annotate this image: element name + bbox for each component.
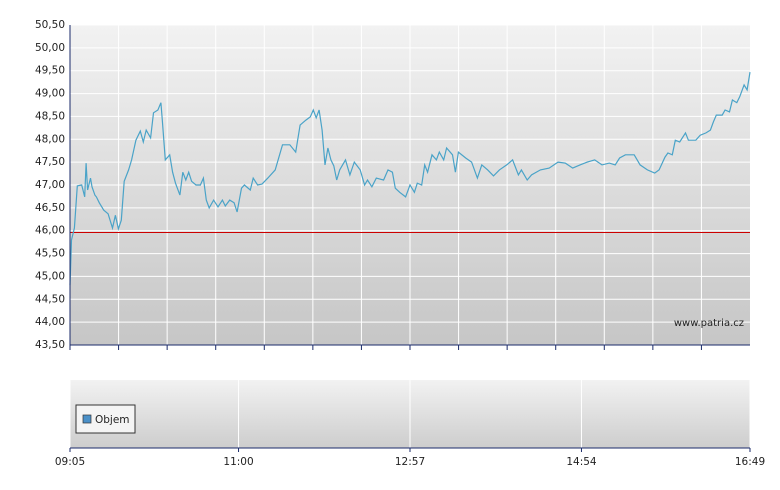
x-tick-label: 11:00	[223, 456, 253, 468]
y-tick-label: 49,50	[35, 65, 65, 77]
watermark: www.patria.cz	[674, 318, 744, 329]
y-tick-label: 46,00	[35, 225, 65, 237]
y-tick-label: 47,50	[35, 156, 65, 168]
y-tick-label: 43,50	[35, 339, 65, 351]
y-tick-label: 50,50	[35, 19, 65, 31]
y-tick-label: 49,00	[35, 88, 65, 100]
y-tick-label: 47,00	[35, 179, 65, 191]
legend-swatch	[82, 414, 92, 424]
y-tick-label: 48,00	[35, 133, 65, 145]
y-tick-label: 48,50	[35, 110, 65, 122]
y-tick-label: 46,50	[35, 202, 65, 214]
x-tick-label: 14:54	[566, 456, 597, 468]
x-tick-label: 16:49	[735, 456, 765, 468]
x-tick-label: 12:57	[395, 456, 425, 468]
y-tick-label: 44,00	[35, 316, 65, 328]
price-line	[69, 72, 751, 286]
legend-label: Objem	[95, 414, 130, 426]
y-tick-label: 45,50	[35, 248, 65, 260]
y-tick-label: 50,00	[35, 42, 65, 54]
x-tick-label: 09:05	[55, 456, 85, 468]
y-tick-label: 45,00	[35, 270, 65, 282]
y-tick-label: 44,50	[35, 293, 65, 305]
